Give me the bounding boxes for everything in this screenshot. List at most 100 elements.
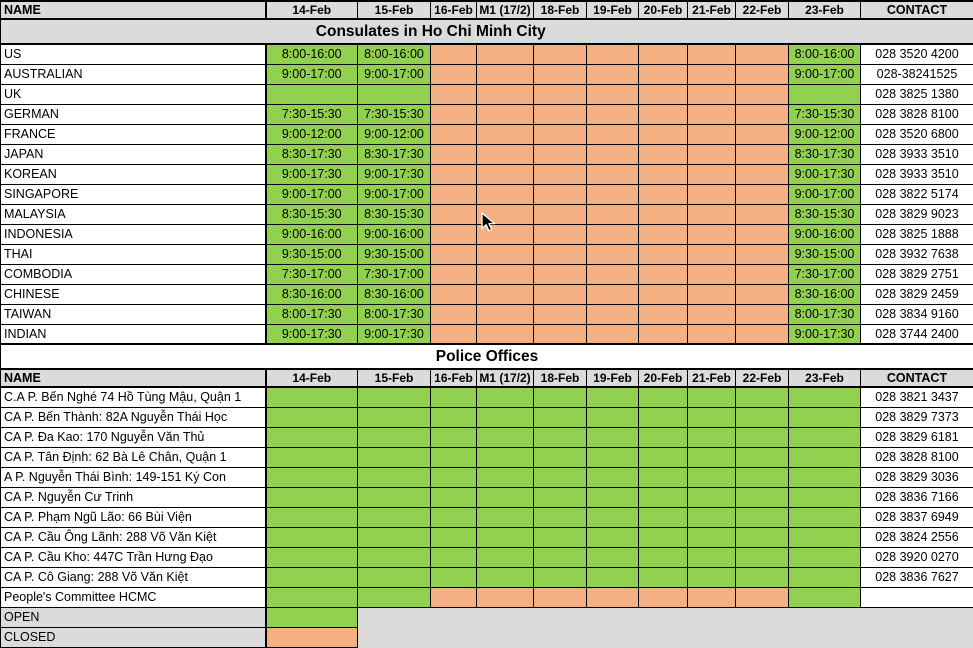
- day-cell-open[interactable]: 9:00-17:00: [357, 63, 431, 85]
- day-cell-open[interactable]: 9:00-17:30: [265, 323, 358, 345]
- day-cell-closed[interactable]: [687, 163, 736, 185]
- consulates-contact-cell[interactable]: 028 3825 1380: [860, 83, 973, 105]
- consulates-contact-cell[interactable]: 028 3829 9023: [860, 203, 973, 225]
- day-cell-closed[interactable]: [533, 83, 587, 105]
- day-cell-open[interactable]: 8:30-15:30: [265, 203, 358, 225]
- day-cell-closed[interactable]: [476, 223, 534, 245]
- day-cell-open[interactable]: [533, 426, 587, 448]
- day-cell-open[interactable]: 9:00-17:30: [788, 323, 861, 345]
- day-cell-open[interactable]: [788, 566, 861, 588]
- police-column-header-18-feb[interactable]: 18-Feb: [533, 368, 587, 388]
- consulates-contact-cell[interactable]: 028 3933 3510: [860, 163, 973, 185]
- day-cell-open[interactable]: 8:00-16:00: [357, 43, 431, 65]
- day-cell-open[interactable]: [735, 566, 789, 588]
- day-cell-open[interactable]: [430, 406, 477, 428]
- consulates-row-name-cell[interactable]: TAIWAN: [0, 303, 267, 325]
- day-cell-closed[interactable]: [687, 183, 736, 205]
- day-cell-closed[interactable]: [476, 123, 534, 145]
- day-cell-open[interactable]: [533, 526, 587, 548]
- day-cell-closed[interactable]: [430, 123, 477, 145]
- day-cell-open[interactable]: [638, 386, 688, 408]
- consulates-row-name-cell[interactable]: THAI: [0, 243, 267, 265]
- day-cell-open[interactable]: [357, 406, 431, 428]
- police-row-name-cell[interactable]: C.A P. Bến Nghé 74 Hồ Tùng Mậu, Quận 1: [0, 386, 267, 408]
- day-cell-closed[interactable]: [533, 123, 587, 145]
- police-contact-cell[interactable]: 028 3836 7166: [860, 486, 973, 508]
- day-cell-open[interactable]: [476, 506, 534, 528]
- day-cell-open[interactable]: [476, 526, 534, 548]
- day-cell-closed[interactable]: [735, 83, 789, 105]
- legend-open-swatch[interactable]: [265, 606, 358, 628]
- day-cell-closed[interactable]: [687, 63, 736, 85]
- consulates-contact-cell[interactable]: 028 3933 3510: [860, 143, 973, 165]
- day-cell-open[interactable]: 9:00-17:00: [788, 63, 861, 85]
- consulates-contact-cell[interactable]: 028 3829 2751: [860, 263, 973, 285]
- day-cell-closed[interactable]: [687, 586, 736, 608]
- day-cell-closed[interactable]: [476, 183, 534, 205]
- police-row-name-cell[interactable]: CA P. Nguyễn Cư Trinh: [0, 486, 267, 508]
- day-cell-closed[interactable]: [687, 263, 736, 285]
- police-row-name-cell[interactable]: A P. Nguyễn Thái Bình: 149-151 Ký Con: [0, 466, 267, 488]
- day-cell-open[interactable]: [430, 506, 477, 528]
- consulates-contact-cell[interactable]: 028 3828 8100: [860, 103, 973, 125]
- section-title-police[interactable]: Police Offices: [0, 343, 973, 370]
- day-cell-closed[interactable]: [476, 63, 534, 85]
- consulates-row-name-cell[interactable]: CHINESE: [0, 283, 267, 305]
- day-cell-closed[interactable]: [533, 103, 587, 125]
- police-column-header-m1-17-2[interactable]: M1 (17/2): [476, 368, 534, 388]
- police-contact-cell[interactable]: 028 3828 8100: [860, 446, 973, 468]
- day-cell-open[interactable]: [476, 406, 534, 428]
- consulates-row-name-cell[interactable]: AUSTRALIAN: [0, 63, 267, 85]
- top-column-header-22-feb[interactable]: 22-Feb: [735, 0, 789, 20]
- day-cell-closed[interactable]: [735, 43, 789, 65]
- day-cell-open[interactable]: [533, 386, 587, 408]
- day-cell-closed[interactable]: [638, 243, 688, 265]
- day-cell-closed[interactable]: [638, 123, 688, 145]
- day-cell-open[interactable]: 7:30-15:30: [357, 103, 431, 125]
- top-column-header-contact[interactable]: CONTACT: [860, 0, 973, 20]
- day-cell-closed[interactable]: [533, 223, 587, 245]
- day-cell-closed[interactable]: [735, 323, 789, 345]
- day-cell-open[interactable]: [476, 426, 534, 448]
- day-cell-open[interactable]: 8:00-17:30: [357, 303, 431, 325]
- day-cell-open[interactable]: 8:00-17:30: [788, 303, 861, 325]
- day-cell-open[interactable]: 8:00-16:00: [788, 43, 861, 65]
- day-cell-open[interactable]: [357, 386, 431, 408]
- day-cell-closed[interactable]: [638, 223, 688, 245]
- day-cell-closed[interactable]: [735, 303, 789, 325]
- day-cell-open[interactable]: [533, 446, 587, 468]
- police-column-header-name[interactable]: NAME: [0, 368, 267, 388]
- day-cell-closed[interactable]: [687, 83, 736, 105]
- day-cell-closed[interactable]: [687, 283, 736, 305]
- consulates-row-name-cell[interactable]: KOREAN: [0, 163, 267, 185]
- day-cell-open[interactable]: [788, 386, 861, 408]
- day-cell-closed[interactable]: [430, 143, 477, 165]
- day-cell-closed[interactable]: [638, 63, 688, 85]
- police-contact-cell[interactable]: [860, 586, 973, 608]
- day-cell-open[interactable]: [788, 426, 861, 448]
- day-cell-closed[interactable]: [735, 223, 789, 245]
- day-cell-open[interactable]: [586, 406, 639, 428]
- day-cell-closed[interactable]: [430, 323, 477, 345]
- day-cell-closed[interactable]: [735, 243, 789, 265]
- day-cell-closed[interactable]: [586, 223, 639, 245]
- day-cell-open[interactable]: [533, 486, 587, 508]
- top-column-header-16-feb[interactable]: 16-Feb: [430, 0, 477, 20]
- day-cell-open[interactable]: [638, 526, 688, 548]
- day-cell-closed[interactable]: [638, 283, 688, 305]
- police-contact-cell[interactable]: 028 3837 6949: [860, 506, 973, 528]
- day-cell-open[interactable]: [430, 466, 477, 488]
- day-cell-open[interactable]: [476, 566, 534, 588]
- day-cell-open[interactable]: [687, 486, 736, 508]
- top-column-header-m1-17-2[interactable]: M1 (17/2): [476, 0, 534, 20]
- day-cell-closed[interactable]: [687, 243, 736, 265]
- day-cell-open[interactable]: [687, 406, 736, 428]
- consulates-contact-cell[interactable]: 028 3520 6800: [860, 123, 973, 145]
- consulates-contact-cell[interactable]: 028 3829 2459: [860, 283, 973, 305]
- day-cell-closed[interactable]: [430, 203, 477, 225]
- day-cell-closed[interactable]: [476, 586, 534, 608]
- day-cell-closed[interactable]: [586, 203, 639, 225]
- day-cell-closed[interactable]: [476, 203, 534, 225]
- day-cell-open[interactable]: [735, 466, 789, 488]
- day-cell-closed[interactable]: [430, 83, 477, 105]
